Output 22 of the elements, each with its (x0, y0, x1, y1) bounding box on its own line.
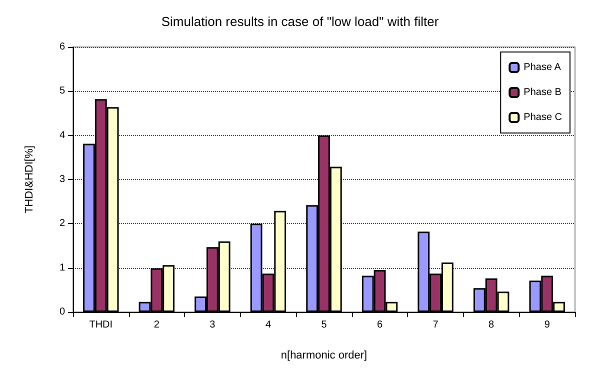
y-tick-label: 1 (59, 262, 66, 274)
x-tick-label: 7 (432, 320, 439, 330)
x-axis-title: n[harmonic order] (280, 350, 368, 362)
x-tick-label: 4 (265, 320, 272, 330)
y-tick-label: 3 (59, 174, 66, 185)
x-tick-label: 6 (376, 320, 383, 330)
legend-label: Phase A (524, 62, 562, 73)
y-tick-label: 6 (59, 42, 66, 52)
x-tick-label: 8 (488, 320, 495, 330)
y-axis-title: THDI&HDI[%] (24, 146, 36, 214)
legend-label: Phase B (524, 87, 562, 98)
x-tick-label: 3 (210, 320, 216, 330)
y-tick-label: 5 (59, 86, 66, 97)
x-tick-label: 9 (544, 320, 550, 330)
legend-label: Phase C (524, 112, 562, 123)
x-tick-label: 2 (154, 320, 160, 330)
y-tick-label: 4 (59, 130, 66, 141)
chart-title: Simulation results in case of "low load" with filter (161, 14, 440, 29)
x-tick-label: THDI (89, 320, 113, 330)
y-tick-label: 2 (59, 218, 66, 230)
x-tick-label: 5 (321, 320, 328, 330)
y-tick-label: 0 (59, 306, 66, 318)
